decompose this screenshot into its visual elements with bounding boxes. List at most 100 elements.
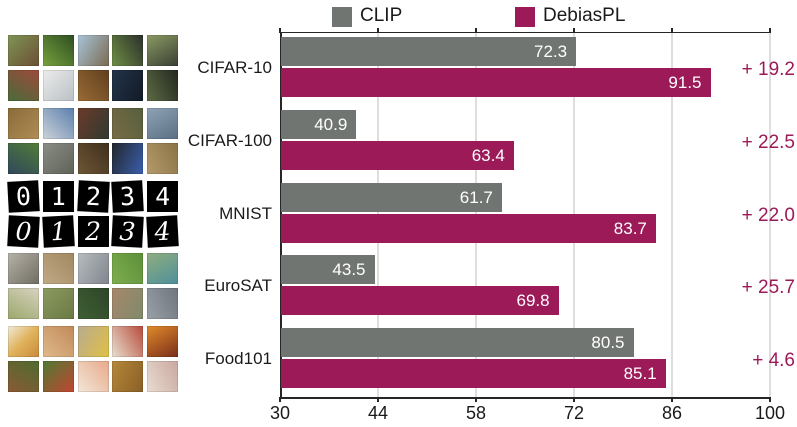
mnist-digit-cell: 2 [77, 215, 109, 247]
thumbnail-cell-eurosat [42, 253, 74, 285]
thumbnail-cell-food101 [112, 361, 144, 393]
x-tickmark-top [475, 28, 477, 33]
bar-value-label: 61.7 [459, 187, 493, 207]
bar-debiaspl-food101 [281, 359, 666, 389]
legend-swatch-debiaspl [515, 7, 535, 27]
bar-clip-eurosat [281, 255, 375, 285]
delta-label-cifar-10: + 19.2 [741, 59, 795, 80]
x-tickmark-bottom [573, 397, 575, 402]
legend-label-debiaspl: DebiasPL [543, 5, 626, 26]
thumbnail-cell-food101 [8, 361, 39, 393]
axis-spine-bottom [280, 397, 771, 399]
mnist-digit-cell: 0 [7, 214, 40, 248]
x-tick-label: 58 [465, 403, 487, 423]
thumbnail-cell-cifar-10 [77, 35, 109, 66]
delta-label-mnist: + 22.0 [741, 204, 795, 226]
thumbnail-cell-food101 [42, 361, 74, 393]
thumbnail-cell-cifar-100 [8, 107, 39, 139]
x-tickmark-bottom [769, 397, 771, 402]
axis-spine-top [280, 31, 771, 33]
thumbnail-cell-eurosat [77, 253, 109, 285]
x-tickmark-top [769, 28, 771, 33]
bar-value-label: 83.7 [613, 218, 647, 238]
bar-value-label: 72.3 [534, 42, 568, 61]
category-label-mnist: MNIST [219, 203, 272, 223]
delta-label-cifar-100: + 22.5 [741, 131, 795, 153]
mnist-digit-cell: 2 [76, 179, 110, 213]
thumbnail-cell-cifar-100 [112, 107, 144, 139]
bar-value-label: 40.9 [314, 114, 348, 134]
x-tickmark-bottom [671, 397, 673, 402]
mnist-digit-cell: 1 [42, 180, 74, 212]
bar-value-label: 91.5 [668, 73, 702, 92]
x-tick-label: 30 [269, 403, 291, 423]
thumbnail-cell-eurosat [112, 288, 144, 320]
thumbnail-cell-eurosat [8, 253, 39, 285]
category-label-eurosat: EuroSAT [204, 276, 272, 296]
bar-debiaspl-mnist [281, 213, 656, 243]
thumbnail-cell-cifar-100 [147, 142, 179, 174]
thumbnail-cell-food101 [77, 326, 109, 358]
thumbnail-cell-food101 [112, 326, 144, 358]
x-tick-label: 44 [367, 403, 389, 423]
thumbnail-cell-eurosat [77, 288, 109, 320]
category-label-cifar-100: CIFAR-100 [187, 130, 272, 150]
bar-clip-cifar-100 [281, 109, 357, 139]
x-tick-label: 100 [754, 403, 786, 423]
thumbnail-cell-cifar-10 [112, 70, 144, 101]
thumbnail-cell-eurosat [147, 288, 179, 320]
legend-label-clip: CLIP [360, 5, 403, 26]
bar-clip-mnist [281, 182, 502, 212]
x-tick-label: 86 [661, 403, 683, 423]
thumbnail-cell-cifar-100 [112, 142, 144, 174]
gridline [769, 33, 771, 397]
category-label-cifar-10: CIFAR-10 [197, 58, 272, 77]
thumbnail-cell-eurosat [42, 288, 74, 320]
mnist-digit-cell: 4 [147, 180, 179, 212]
thumbnail-cell-cifar-10 [8, 35, 39, 66]
thumbnail-cell-cifar-100 [8, 142, 39, 174]
thumbnail-cell-food101 [77, 361, 109, 393]
bar-debiaspl-cifar-10 [281, 68, 711, 97]
bar-clip-food101 [281, 328, 634, 358]
thumbnail-cell-cifar-10 [147, 35, 179, 66]
x-tickmark-top [573, 28, 575, 33]
thumbnail-cell-cifar-10 [147, 70, 179, 101]
legend-swatch-clip [332, 7, 352, 27]
bar-value-label: 69.8 [516, 291, 550, 311]
mnist-digit-cell: 0 [7, 179, 40, 213]
x-tickmark-top [279, 28, 281, 33]
x-tick-label: 72 [563, 403, 585, 423]
thumbnail-cell-eurosat [147, 253, 179, 285]
bar-debiaspl-cifar-100 [281, 140, 514, 170]
thumbnail-cell-cifar-10 [42, 70, 74, 101]
thumbnail-cell-food101 [147, 326, 179, 358]
thumbnail-cell-cifar-100 [147, 107, 179, 139]
bar-value-label: 85.1 [623, 364, 657, 384]
thumbnail-cell-cifar-100 [42, 107, 74, 139]
mnist-digit-cell: 3 [111, 214, 145, 248]
delta-label-food101: + 4.6 [752, 350, 795, 372]
thumbnail-cell-cifar-100 [42, 142, 74, 174]
bar-value-label: 43.5 [332, 260, 366, 280]
x-tickmark-top [671, 28, 673, 33]
x-tickmark-bottom [279, 397, 281, 402]
x-tickmark-bottom [377, 397, 379, 402]
thumbnail-cell-food101 [147, 361, 179, 393]
thumbnail-cell-cifar-10 [77, 70, 109, 101]
mnist-digit-cell: 1 [42, 214, 75, 248]
bar-value-label: 63.4 [471, 145, 505, 165]
x-tickmark-top [377, 28, 379, 33]
thumbnail-cell-eurosat [8, 288, 39, 320]
delta-label-eurosat: + 25.7 [741, 277, 795, 299]
thumbnail-cell-food101 [42, 326, 74, 358]
x-tickmark-bottom [475, 397, 477, 402]
thumbnail-cell-cifar-10 [42, 35, 74, 66]
thumbnail-cell-cifar-10 [8, 70, 39, 101]
mnist-digit-cell: 3 [111, 179, 145, 213]
thumbnail-cell-cifar-100 [77, 107, 109, 139]
thumbnail-cell-cifar-100 [77, 142, 109, 174]
gridline [671, 33, 673, 397]
bar-value-label: 80.5 [591, 333, 625, 353]
